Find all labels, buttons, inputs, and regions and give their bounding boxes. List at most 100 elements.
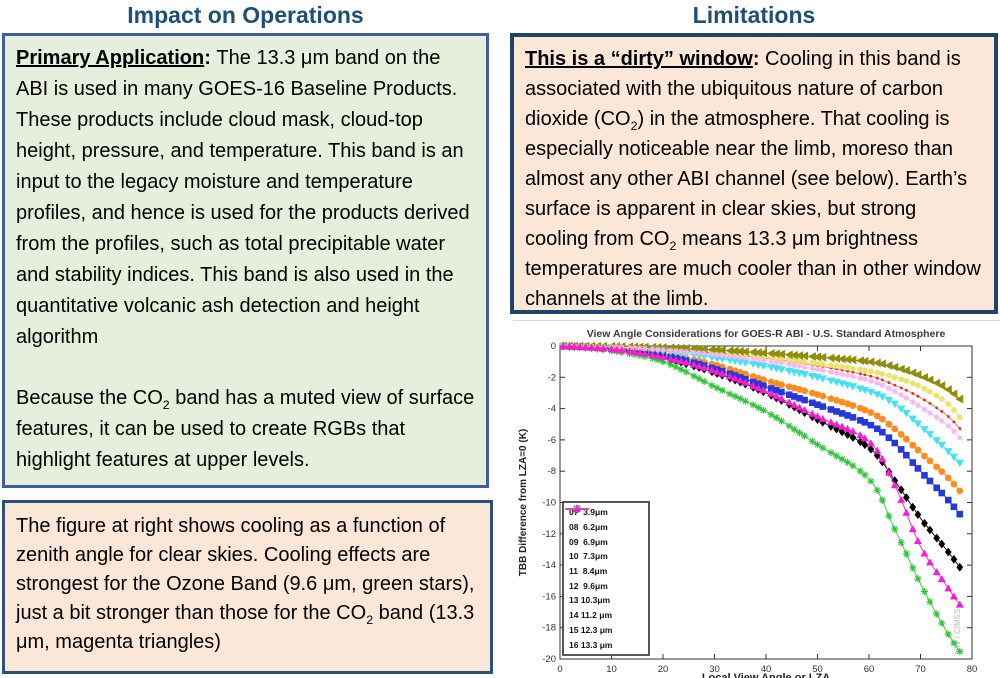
series-marker xyxy=(565,342,574,350)
series-marker xyxy=(925,558,934,566)
series-marker xyxy=(754,403,762,412)
series-marker xyxy=(955,459,964,468)
series-marker xyxy=(909,399,916,406)
series-marker xyxy=(801,364,808,371)
series-marker xyxy=(901,366,910,375)
series-marker xyxy=(873,391,882,399)
y-axis-label: TBB Difference from LZA=0 (K) xyxy=(518,429,529,577)
series-marker xyxy=(640,349,649,357)
series-marker xyxy=(772,414,780,422)
series-marker xyxy=(801,432,809,440)
series-marker xyxy=(809,359,816,366)
series-marker xyxy=(641,345,648,352)
series-marker xyxy=(880,378,884,382)
series-marker xyxy=(913,537,922,545)
series-marker xyxy=(833,370,840,377)
series-marker xyxy=(869,374,873,378)
series-marker xyxy=(667,347,674,354)
series-marker xyxy=(890,362,899,372)
series-marker xyxy=(826,418,835,426)
series-marker xyxy=(897,485,905,495)
series-marker xyxy=(839,363,846,370)
series-marker xyxy=(896,364,905,374)
series-marker xyxy=(742,355,749,362)
series-marker xyxy=(873,486,881,494)
series-marker xyxy=(893,383,897,387)
series-marker xyxy=(827,421,835,431)
series-marker xyxy=(848,383,858,391)
series-marker xyxy=(677,357,686,365)
series-marker xyxy=(920,426,929,434)
series-marker xyxy=(838,398,846,406)
series-marker xyxy=(932,568,941,576)
series-marker xyxy=(861,367,868,374)
series-marker xyxy=(878,454,887,462)
series-marker xyxy=(671,355,680,363)
series-marker xyxy=(879,382,886,389)
series-marker xyxy=(826,353,835,363)
series-marker xyxy=(814,366,821,373)
series-marker xyxy=(784,350,793,360)
series-marker xyxy=(944,448,953,456)
y-tick-label: -12 xyxy=(542,529,556,540)
series-marker xyxy=(607,345,616,353)
series-marker xyxy=(718,386,726,394)
series-marker xyxy=(843,424,852,432)
series-marker xyxy=(849,365,856,372)
series-marker xyxy=(933,463,941,471)
series-marker xyxy=(800,351,809,361)
series-marker xyxy=(785,422,793,430)
series-marker xyxy=(950,503,958,511)
series-marker xyxy=(949,453,959,462)
series-marker xyxy=(666,354,675,362)
series-marker xyxy=(707,345,716,355)
series-marker xyxy=(648,350,657,358)
right-column-header: Limitations xyxy=(692,2,816,28)
series-marker xyxy=(950,480,958,488)
series-marker xyxy=(791,362,798,369)
series-marker xyxy=(689,360,698,368)
series-marker xyxy=(786,361,793,368)
x-axis-label: Local View Angle or LZA xyxy=(702,672,830,678)
series-marker xyxy=(833,424,840,434)
series-marker xyxy=(933,484,940,492)
series-marker xyxy=(956,414,963,421)
series-marker xyxy=(808,409,817,417)
series-marker xyxy=(891,439,899,447)
series-marker xyxy=(902,435,910,443)
series-marker xyxy=(790,425,798,433)
series-marker xyxy=(915,382,921,389)
series-marker xyxy=(695,375,703,383)
series-marker xyxy=(807,352,816,361)
watermark: UW / CIMSS xyxy=(953,609,962,654)
y-tick-label: -2 xyxy=(548,372,556,383)
series-marker xyxy=(795,429,804,437)
series-marker xyxy=(819,417,827,427)
series-marker xyxy=(878,393,887,401)
chart-title: View Angle Considerations for GOES-R ABI… xyxy=(587,328,946,340)
series-marker xyxy=(814,391,821,398)
legend-label: 11 8.4μm xyxy=(569,566,608,577)
series-marker xyxy=(649,354,657,363)
series-marker xyxy=(790,400,799,408)
legend-label: 14 11.2 μm xyxy=(569,610,613,621)
series-marker xyxy=(955,394,964,404)
series-marker xyxy=(731,392,739,400)
series-marker xyxy=(926,525,934,535)
series-marker xyxy=(878,415,886,423)
series-marker xyxy=(695,362,704,370)
series-marker xyxy=(593,343,602,351)
series-marker xyxy=(898,376,905,383)
series-marker xyxy=(677,365,685,373)
series-marker xyxy=(945,422,952,429)
x-tick-label: 50 xyxy=(812,664,823,675)
series-marker xyxy=(909,564,917,572)
series-marker xyxy=(851,370,855,374)
series-marker xyxy=(863,373,867,377)
series-marker xyxy=(760,376,767,384)
series-marker xyxy=(938,468,946,476)
series-marker xyxy=(701,350,708,357)
series-marker xyxy=(891,374,898,381)
series-marker xyxy=(844,430,851,440)
series-marker xyxy=(904,388,908,392)
